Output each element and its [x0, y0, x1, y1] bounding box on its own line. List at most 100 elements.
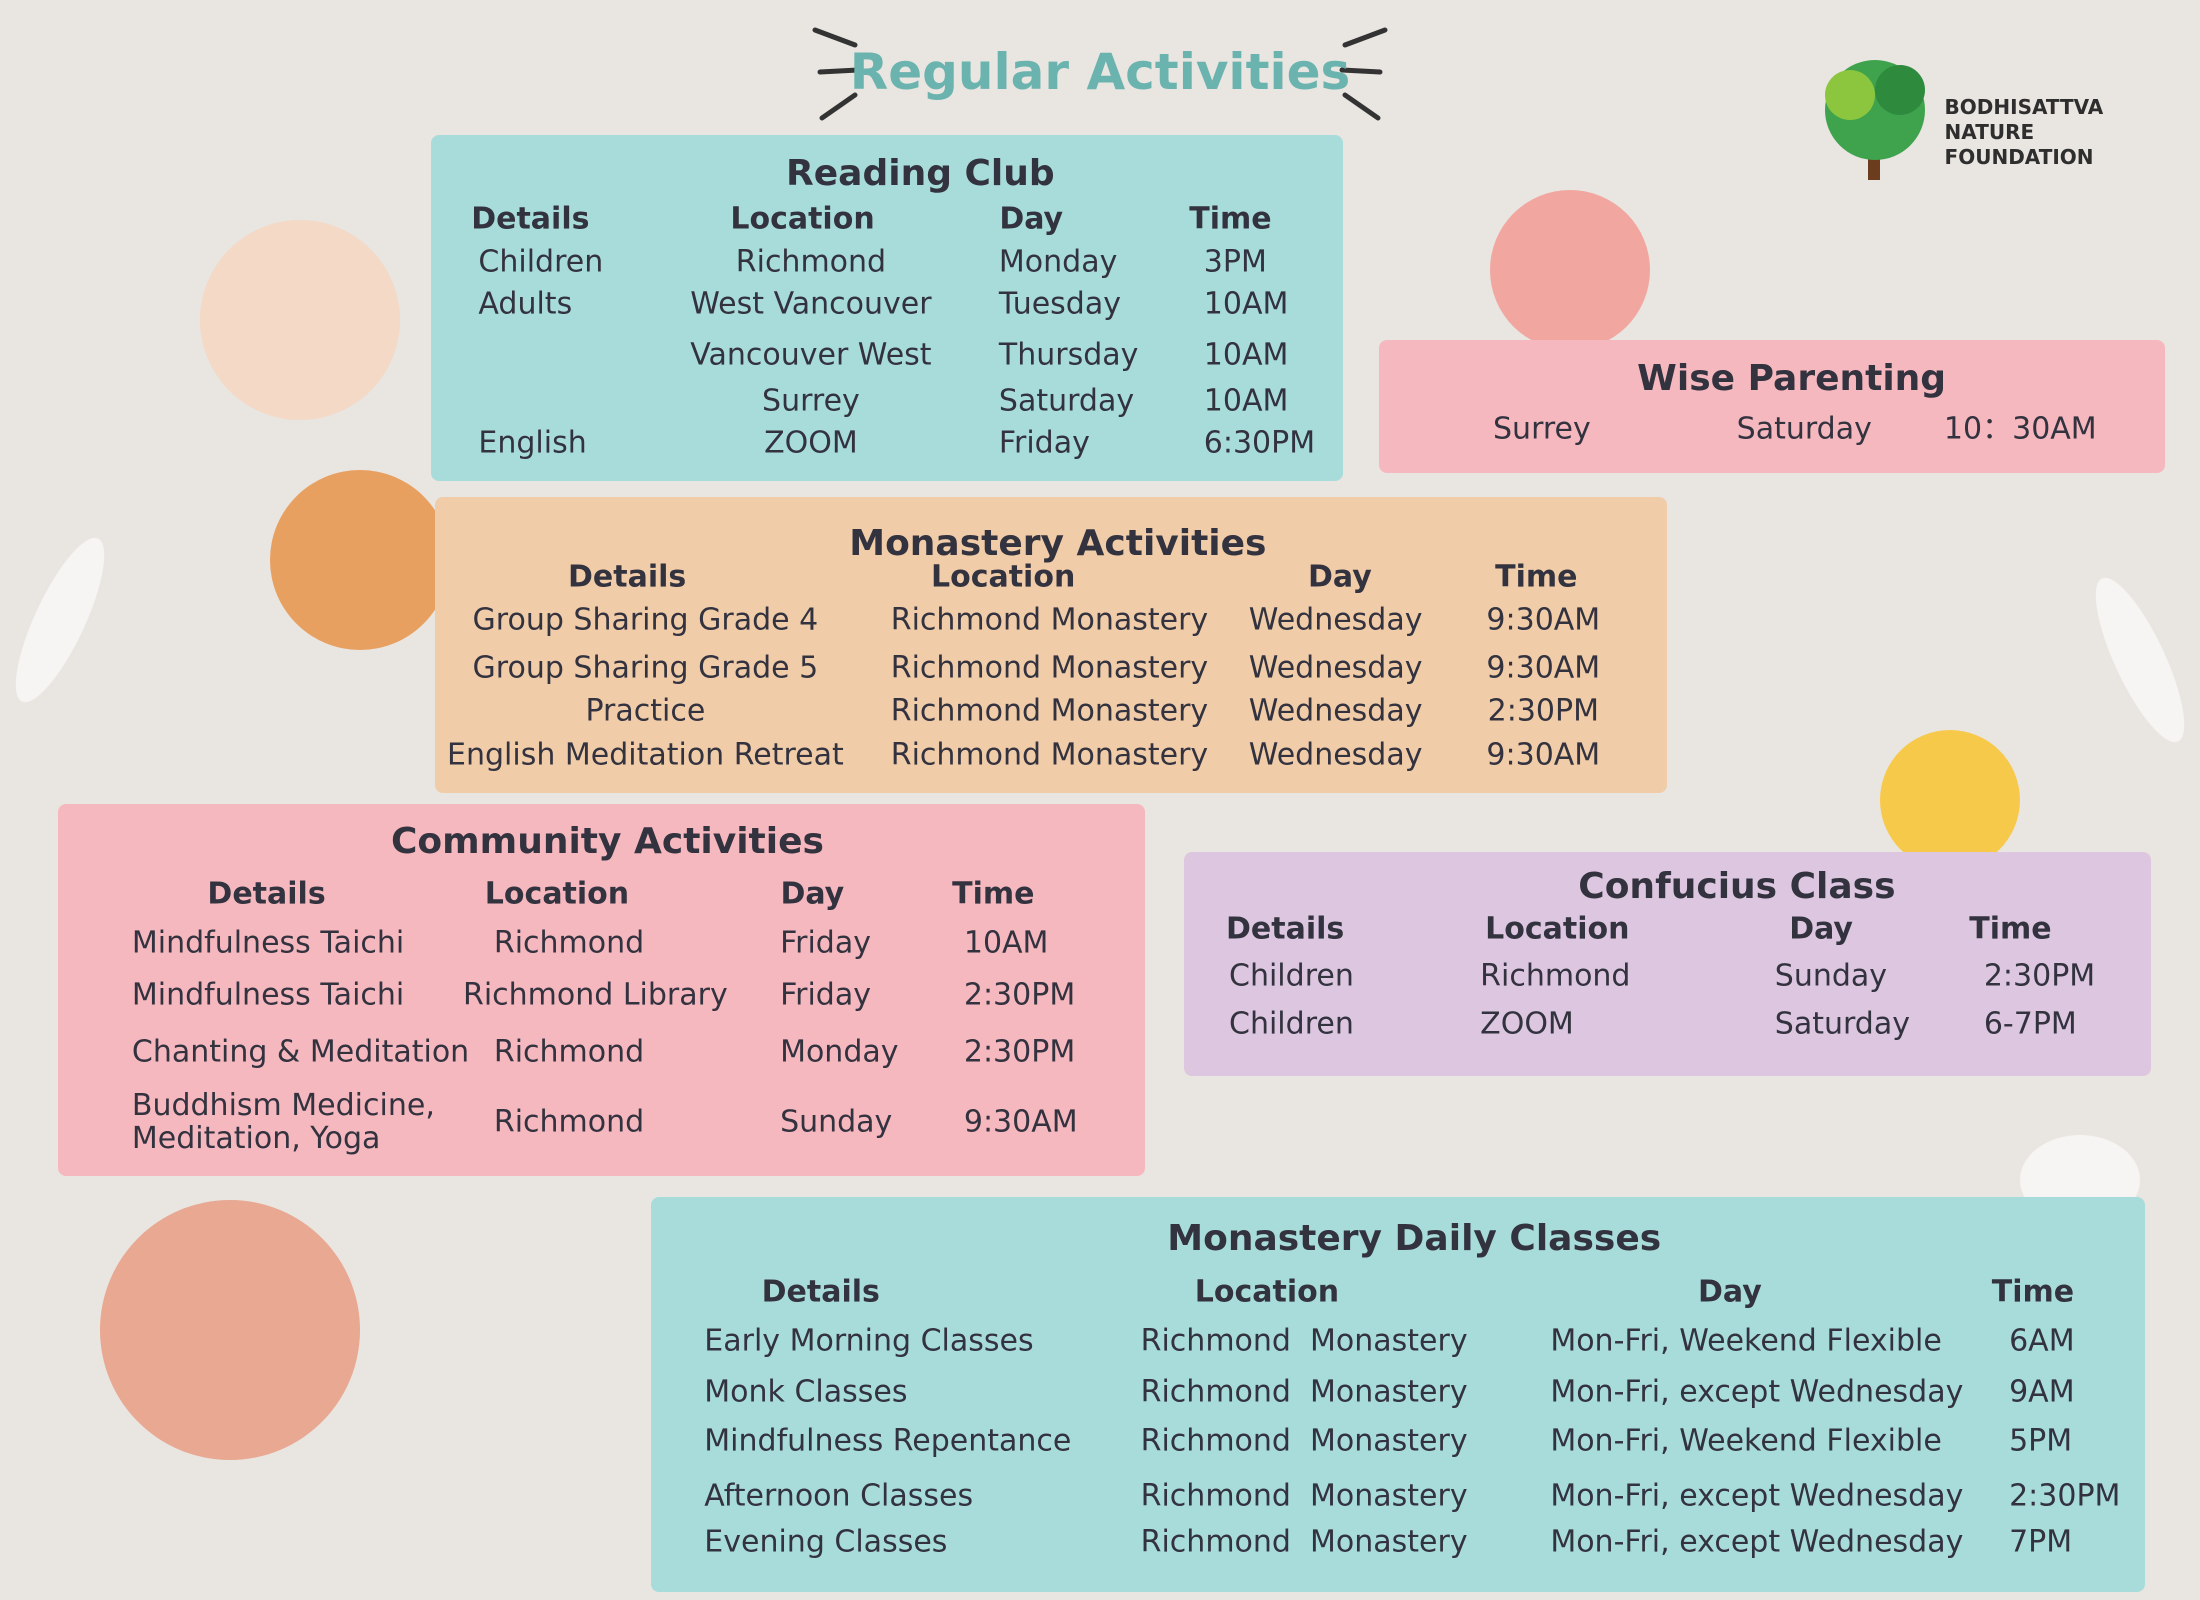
cell: Mon-Fri, except Wednesday	[1550, 1374, 1964, 1410]
column-header: Day	[1698, 1274, 1762, 1310]
cell: Richmond Monastery	[890, 737, 1209, 773]
cell: Richmond Monastery	[1140, 1423, 1468, 1459]
cell: Monday	[780, 1034, 899, 1070]
section-title: Wise Parenting	[1637, 358, 1947, 399]
cell: 10AM	[1203, 383, 1289, 419]
cell: Children	[1229, 958, 1354, 994]
cell: Afternoon Classes	[704, 1478, 974, 1514]
cell: Richmond Monastery	[1140, 1478, 1468, 1514]
cell: Evening Classes	[704, 1524, 948, 1560]
cell: Mon-Fri, Weekend Flexible	[1550, 1423, 1942, 1459]
illustrations	[100, 190, 2020, 1460]
section-box	[57, 803, 1145, 1176]
cell: Group Sharing Grade 4	[472, 602, 819, 638]
cell: Children	[1229, 1006, 1354, 1042]
cell: 10AM	[1203, 286, 1289, 322]
logo-text: BODHISATTVA	[1944, 94, 2104, 119]
cell: 3PM	[1203, 244, 1267, 280]
logo-tree	[1825, 60, 1925, 180]
cell: Wednesday	[1248, 602, 1423, 638]
cell: Friday	[998, 425, 1090, 461]
cell: ZOOM	[1480, 1006, 1574, 1042]
cell: 2:30PM	[1983, 958, 2096, 994]
column-header: Details	[207, 876, 326, 912]
cell: ZOOM	[764, 425, 858, 461]
cell: Early Morning Classes	[704, 1323, 1034, 1359]
cell: Vancouver West	[690, 337, 932, 373]
cell: Saturday	[998, 383, 1135, 419]
cell: Richmond	[735, 244, 887, 280]
section-title: Monastery Daily Classes	[1167, 1218, 1662, 1260]
cell: 5PM	[2009, 1423, 2073, 1459]
column-header: Time	[1189, 201, 1272, 237]
logo-text: FOUNDATION	[1944, 145, 2094, 170]
column-header: Time	[1969, 911, 2052, 947]
cell: 2:30PM	[1487, 693, 1599, 729]
cell: Mon-Fri, Weekend Flexible	[1550, 1323, 1942, 1359]
cell: Richmond	[1480, 958, 1631, 994]
cell: Richmond Library	[462, 977, 728, 1013]
cell: Monk Classes	[704, 1374, 908, 1410]
cell: Sunday	[1774, 958, 1888, 994]
column-header: Time	[1495, 559, 1578, 595]
cell: Group Sharing Grade 5	[472, 650, 819, 686]
cell: 2:30PM	[963, 1034, 1076, 1070]
cell: 9AM	[2009, 1374, 2075, 1410]
column-header: Day	[999, 201, 1064, 237]
column-header: Details	[471, 201, 590, 237]
column-header: Location	[930, 559, 1076, 595]
logo-text: NATURE	[1944, 119, 2035, 144]
cell: 10AM	[963, 925, 1049, 961]
section-title: Confucius Class	[1578, 865, 1896, 907]
cell: Richmond Monastery	[1140, 1323, 1468, 1359]
column-header: Location	[484, 876, 630, 912]
cell: 6:30PM	[1203, 425, 1316, 461]
cell: Richmond	[493, 1034, 645, 1070]
cell: 10：30AM	[1943, 411, 2097, 447]
cell: Thursday	[998, 337, 1139, 373]
cell: Mon-Fri, except Wednesday	[1550, 1524, 1964, 1560]
cell: Adults	[478, 286, 573, 322]
section-box	[1184, 851, 2151, 1077]
cell: Buddhism Medicine, Meditation, Yoga	[131, 1088, 435, 1157]
cell: Friday	[780, 977, 871, 1013]
cell: 2:30PM	[2009, 1478, 2121, 1514]
cell: Richmond	[493, 1104, 645, 1140]
cell: Mindfulness Taichi	[131, 977, 405, 1013]
column-header: Time	[952, 876, 1035, 912]
column-header: Location	[1194, 1274, 1340, 1310]
cell: English Meditation Retreat	[447, 737, 844, 773]
cell: Saturday	[1736, 411, 1872, 447]
column-header: Day	[780, 876, 845, 912]
cell: Richmond Monastery	[1140, 1524, 1468, 1560]
column-header: Day	[1789, 911, 1853, 947]
cell: Richmond Monastery	[1140, 1374, 1468, 1410]
cell: 2:30PM	[963, 977, 1076, 1013]
cell: West Vancouver	[690, 286, 932, 322]
title-strokes	[812, 27, 1388, 121]
cell: Richmond Monastery	[890, 602, 1209, 638]
column-header: Day	[1307, 559, 1372, 595]
column-header: Details	[568, 559, 687, 595]
cell: Wednesday	[1248, 693, 1423, 729]
cell: 9:30AM	[1486, 650, 1601, 686]
cell: 9:30AM	[963, 1104, 1078, 1140]
section-title: Community Activities	[391, 821, 824, 862]
column-header: Details	[1226, 911, 1345, 947]
cell: Practice	[585, 693, 706, 729]
cell: Saturday	[1774, 1006, 1910, 1042]
cell: Mindfulness Taichi	[131, 925, 405, 961]
cell: Mindfulness Repentance	[704, 1423, 1072, 1459]
column-header: Location	[1485, 911, 1630, 947]
cell: Richmond Monastery	[890, 693, 1209, 729]
cell: 9:30AM	[1486, 602, 1601, 638]
cell: Tuesday	[998, 286, 1121, 322]
cell: Mon-Fri, except Wednesday	[1550, 1478, 1964, 1514]
section-title: Reading Club	[786, 153, 1055, 195]
cell: Sunday	[780, 1104, 893, 1140]
section-box	[430, 134, 1343, 482]
cell: 6-7PM	[1983, 1006, 2077, 1042]
cell: Surrey	[762, 383, 860, 419]
